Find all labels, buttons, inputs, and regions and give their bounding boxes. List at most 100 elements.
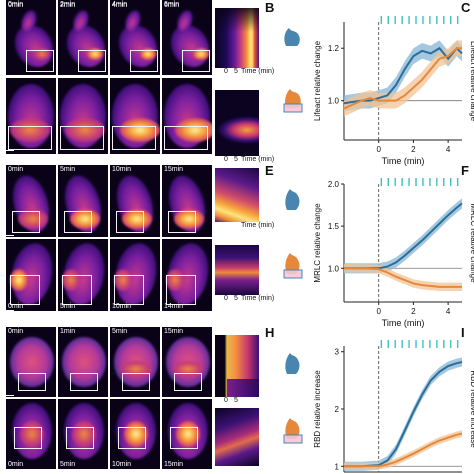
time-label: 2min: [60, 1, 76, 8]
k1-axis-label: Time (min): [241, 68, 275, 75]
time-label: 6min: [164, 2, 180, 9]
cell-schematic-orange-2: [283, 253, 303, 279]
time-label: 6min: [164, 1, 180, 8]
row1-bottom-frame-2: [110, 78, 160, 154]
roi-box: [118, 427, 146, 449]
time-label: 0min: [8, 461, 24, 468]
row3-bottom-frame-1: [58, 399, 108, 469]
series-0-band: [344, 357, 462, 471]
time-label: 10min: [112, 303, 132, 310]
y-tick-label: 2: [335, 405, 340, 414]
series-1-band: [344, 264, 462, 292]
row2-top-frame-1: [58, 165, 108, 237]
cell-schematic-orange-1: [283, 89, 303, 113]
time-label: 5min: [60, 461, 76, 468]
k2-tick-5: 5: [234, 156, 238, 163]
row1-bottom-frame-0: [6, 78, 56, 154]
chart-c-lifeact: 1.0 1.2 0 2 4 Lifeact relative change Lifeact …: [313, 16, 474, 166]
k1-tick-0: 0: [224, 68, 228, 75]
roi-box: [114, 275, 144, 305]
y-axis-label: Lifeact relative change: [313, 40, 322, 121]
kymograph-4: [215, 245, 259, 295]
y-tick-label: 1.5: [328, 222, 340, 231]
roi-box: [174, 373, 202, 391]
roi-box: [64, 211, 92, 233]
panel-letter-b: B: [265, 0, 275, 15]
row1-top-frame-2: 4min: [110, 0, 160, 75]
time-label: 5min: [60, 303, 76, 310]
time-label: 1min: [60, 328, 76, 335]
y-axis-label: RBD relative increase: [313, 370, 322, 448]
time-label: 5min: [60, 166, 76, 173]
time-label: 15min: [164, 328, 184, 335]
time-label: 4min: [112, 1, 128, 8]
y-tick-label: 1: [335, 462, 340, 471]
roi-box: [70, 373, 98, 391]
panel-letter-h: H: [265, 325, 275, 340]
k4-axis-label: Time (min): [241, 295, 275, 302]
series-1-line: [343, 47, 462, 110]
roi-box: [170, 427, 198, 449]
cell-schematic-blue-1: [284, 28, 300, 46]
kymograph-1: [215, 8, 259, 68]
time-label: 5min: [112, 328, 128, 335]
roi-box: [168, 211, 196, 233]
time-label: 0min: [8, 328, 24, 335]
k4-tick-0: 0: [224, 295, 228, 302]
scale-bar: [6, 235, 14, 236]
roi-box: [12, 211, 40, 233]
roi-box: [116, 211, 144, 233]
row3-top-frame-1: [58, 327, 108, 397]
x-tick-label: 0: [376, 145, 381, 154]
roi-box: [62, 275, 92, 305]
roi-box: [166, 275, 196, 305]
k1-tick-5: 5: [234, 68, 238, 75]
row3-top-frame-0: [6, 327, 56, 397]
row1-bottom-frame-3: [162, 78, 212, 154]
cell-schematic-orange-3: [283, 418, 303, 444]
scale-bar: [6, 310, 14, 311]
x-tick-label: 4: [446, 145, 451, 154]
series-0-band: [344, 198, 462, 274]
roi-box: [122, 373, 150, 391]
x-tick-label: 4: [446, 307, 451, 316]
time-label: 10min: [112, 461, 132, 468]
kymograph-5: [215, 335, 259, 397]
row2-bottom-frame-2: [110, 239, 160, 311]
time-label: 0min: [8, 2, 24, 9]
kymograph-2: [215, 90, 259, 156]
row2-bottom-frame-0: [6, 239, 56, 311]
x-axis-label: Time (min): [382, 156, 425, 166]
cell-schematic-blue-2: [285, 189, 300, 210]
scale-bar: [6, 395, 14, 396]
time-label: 2min: [60, 2, 76, 9]
kymograph-3: [215, 168, 259, 222]
x-tick-label: 0: [376, 307, 381, 316]
roi-box: [10, 275, 40, 305]
x-axis-label: Time (min): [382, 318, 425, 328]
roi-box: [112, 126, 156, 150]
series-1-line: [344, 432, 463, 468]
row1-top-frame-0: 0min: [6, 0, 56, 75]
y-tick-label: 1.0: [328, 264, 340, 273]
time-label: 14min: [164, 303, 184, 310]
x-tick-label: 2: [411, 307, 416, 316]
k2-tick-0: 0: [224, 156, 228, 163]
series-0-line: [344, 361, 463, 468]
roi-box: [26, 50, 54, 72]
row2-bottom-frame-3: [162, 239, 212, 311]
scale-bar: [6, 150, 14, 151]
time-label: 0min: [8, 1, 24, 8]
roi-box: [8, 126, 52, 150]
series-1-band: [344, 40, 462, 117]
row2-bottom-frame-1: [58, 239, 108, 311]
time-label: 15min: [164, 461, 184, 468]
row3-bottom-frame-2: [110, 399, 160, 469]
chart-i-rbd: 1 2 3 RBD relative increase RBD relative inc…: [313, 340, 474, 473]
k2-axis-label: Time (min): [241, 156, 275, 163]
time-label: 0min: [8, 303, 24, 310]
panel-letter-c: C: [461, 0, 471, 15]
row1-bottom-frame-1: [58, 78, 108, 154]
roi-box: [60, 126, 104, 150]
y-axis-label-right: MRLC relative change: [469, 203, 474, 283]
